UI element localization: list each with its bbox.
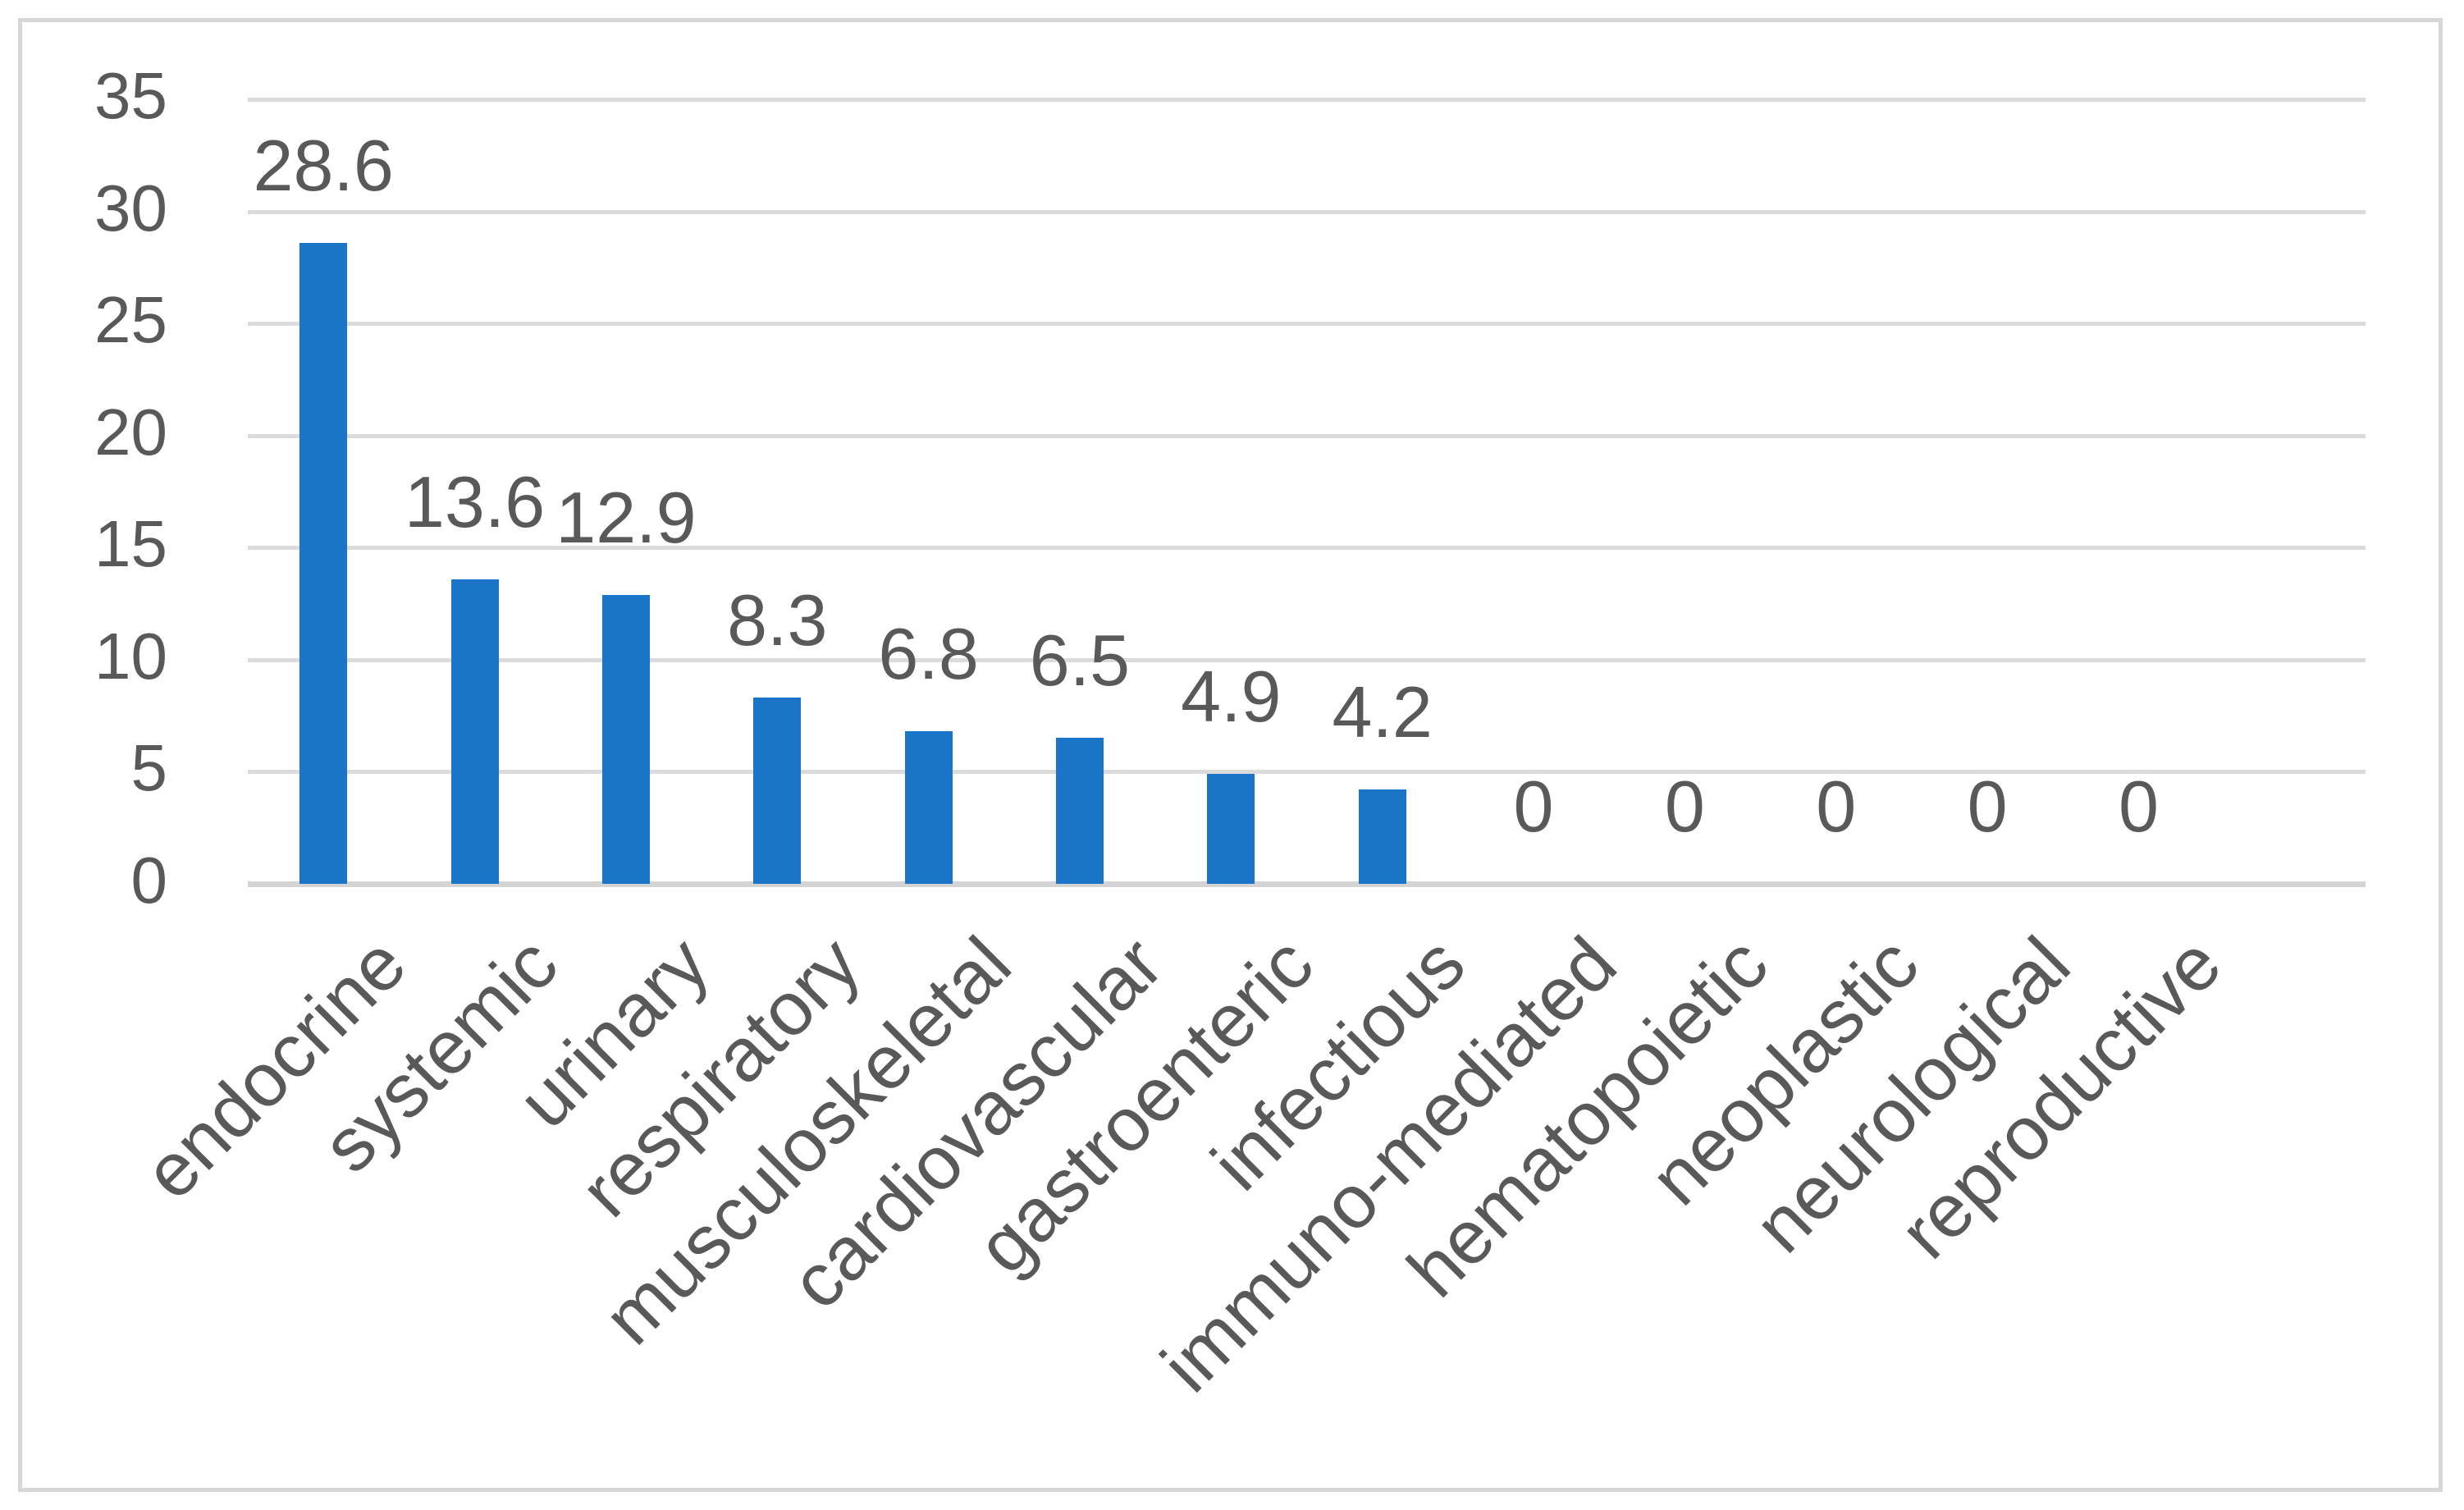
data-label: 28.6 (253, 124, 394, 206)
y-axis-tick-label: 10 (94, 619, 167, 693)
gridline (248, 657, 2366, 662)
bar-urinary (601, 594, 650, 884)
x-axis-line (248, 881, 2366, 887)
y-axis-tick-label: 15 (94, 507, 167, 581)
y-axis-tick-label: 35 (94, 59, 167, 132)
gridline (248, 433, 2366, 438)
data-label: 0 (1816, 766, 1857, 847)
data-label: 4.9 (1181, 656, 1282, 738)
data-label: 12.9 (555, 476, 697, 558)
bar-endocrine (299, 242, 348, 884)
gridline (248, 322, 2366, 327)
data-label: 0 (1664, 766, 1705, 847)
data-label: 6.5 (1029, 620, 1131, 702)
data-label: 4.2 (1332, 671, 1433, 753)
data-label: 0 (2118, 766, 2159, 847)
bar-musculoskeletal (904, 731, 953, 884)
y-axis-tick-label: 0 (130, 844, 168, 917)
gridline (248, 770, 2366, 775)
y-axis-tick-label: 30 (94, 171, 167, 245)
bar-cardiovascular (1055, 738, 1104, 884)
chart-frame (18, 18, 2443, 1492)
data-label: 0 (1967, 766, 2008, 847)
data-label: 6.8 (878, 613, 979, 695)
bar-systemic (450, 579, 499, 884)
data-label: 0 (1513, 766, 1554, 847)
data-label: 13.6 (404, 460, 546, 542)
y-axis-tick-label: 25 (94, 283, 167, 357)
gridline (248, 546, 2366, 551)
y-axis-tick-label: 20 (94, 395, 167, 469)
gridline (248, 209, 2366, 214)
data-label: 8.3 (727, 579, 828, 661)
gridline (248, 98, 2366, 102)
y-axis-tick-label: 5 (130, 731, 168, 805)
bar-gastroenteric (1207, 774, 1255, 884)
bar-respiratory (753, 698, 802, 884)
bar-infectious (1358, 789, 1406, 884)
